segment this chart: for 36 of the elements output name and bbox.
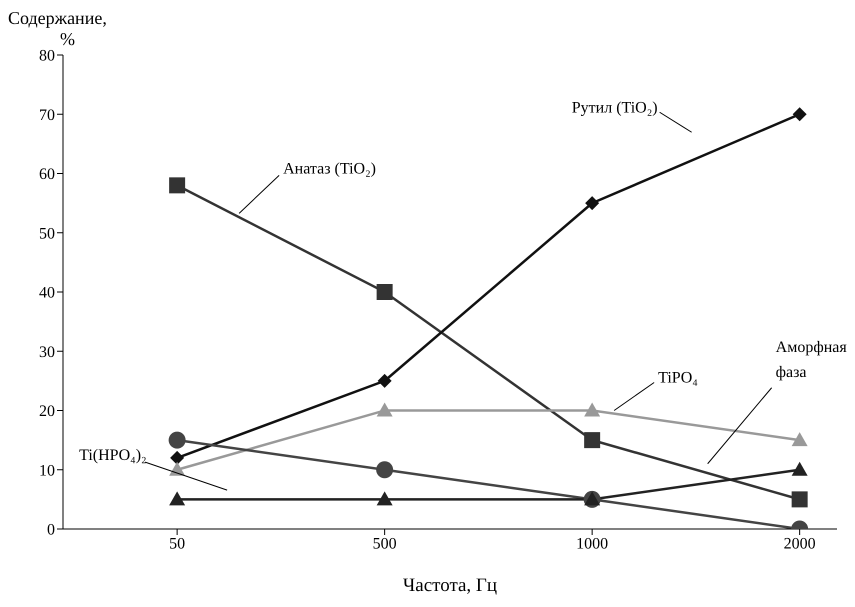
y-tick-label: 70 (39, 106, 55, 124)
point (376, 461, 394, 478)
text: Аморфная фаза (776, 338, 848, 381)
x-tick-label: 50 (169, 535, 186, 552)
text: Рутил (TiO₂) (572, 99, 658, 116)
y-tick-label: 40 (39, 284, 55, 302)
y-tick-label: 30 (39, 344, 55, 361)
x-axis-title: Частота, Гц (402, 575, 498, 596)
x-tick-label: 1000 (576, 535, 608, 552)
point (170, 450, 184, 465)
y-tick-label: 0 (47, 522, 55, 539)
point (376, 402, 393, 416)
x-tick-label: 2000 (784, 535, 816, 552)
x-tick-label: 500 (372, 535, 397, 552)
point (585, 196, 600, 210)
point (168, 432, 186, 449)
point (584, 402, 600, 416)
text: Анатаз (TiO₂) (283, 160, 376, 178)
point (792, 462, 808, 476)
y-tick-label: 60 (39, 166, 55, 184)
point (792, 107, 807, 122)
y-tick-label: 20 (39, 403, 55, 420)
point (169, 177, 186, 194)
text: TiPO₄ (658, 370, 698, 386)
point (792, 491, 808, 508)
series-label: Ti(HPO₄)₂ (79, 447, 147, 464)
point (378, 374, 392, 388)
y-axis-title: Содержание, % (8, 8, 107, 49)
point (169, 491, 186, 506)
point (376, 491, 393, 506)
y-tick-label: 80 (39, 48, 55, 65)
y-tick-label: 10 (39, 462, 55, 480)
point (792, 432, 808, 446)
point (584, 432, 600, 448)
point (376, 284, 393, 300)
y-tick-label: 50 (39, 225, 55, 242)
